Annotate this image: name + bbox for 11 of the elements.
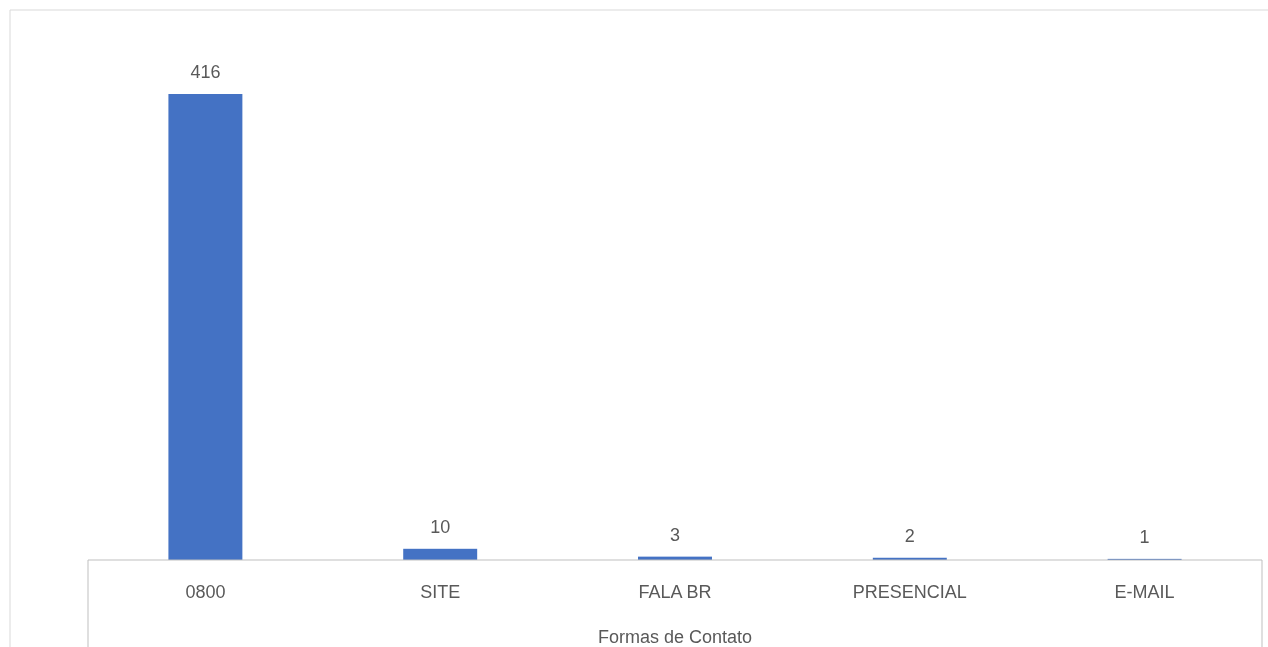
data-label: 2: [904, 525, 915, 546]
x-axis-title: Formas de Contato: [597, 627, 753, 647]
x-tick-label: 0800: [185, 582, 226, 602]
x-tick-label: SITE: [420, 582, 461, 602]
data-label: 10: [430, 516, 451, 537]
data-label: 3: [669, 524, 681, 545]
x-tick-label: PRESENCIAL: [852, 582, 967, 602]
x-tick-label: E-MAIL: [1114, 582, 1175, 602]
x-tick-label: FALA BR: [638, 582, 712, 602]
data-label: 416: [190, 62, 221, 82]
data-label: 1: [1139, 526, 1150, 547]
